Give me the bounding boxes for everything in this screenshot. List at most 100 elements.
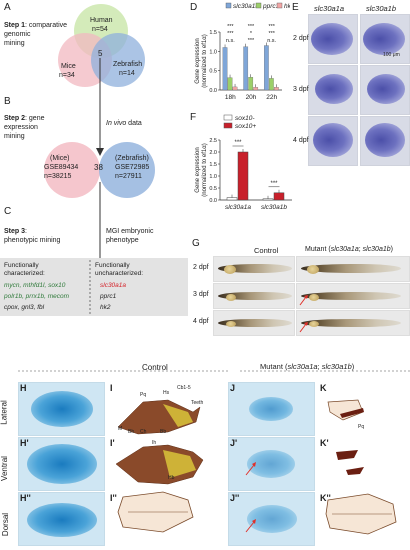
y-tick-label-f: 2.5	[209, 138, 217, 144]
venn-b-zebrafish-label: (Zebrafish)	[115, 155, 149, 162]
bottom-header-lines	[18, 370, 410, 372]
venn-human-n: n=54	[92, 26, 108, 33]
mutant-lateral-pq	[340, 408, 364, 418]
cartilage-label-bh: Bh	[128, 429, 135, 435]
bar-f	[262, 198, 274, 201]
legend-label-f: sox10-	[235, 115, 255, 122]
y-tick-label-f: 0.0	[209, 198, 217, 204]
row-label-lateral: Lateral	[0, 400, 9, 425]
legend-swatch-d	[276, 2, 283, 9]
venn-mice-n: n=34	[59, 72, 75, 79]
gene-list-left-1: mycn, mthfd1l, sox10	[4, 282, 66, 289]
venn-circle-b-mice	[44, 142, 100, 198]
cartilage-diagram-control	[115, 399, 204, 533]
legend-label-d: slc30a1a	[233, 3, 259, 10]
mutant-lateral-bone	[327, 399, 364, 421]
mutant-label-pq: Pq	[358, 424, 365, 430]
cartilage-label-teeth: Teeth	[191, 400, 204, 406]
letter-i-prime: I'	[110, 438, 115, 448]
venn-b-overlap-count: 38	[94, 163, 103, 172]
letter-k-prime: K'	[320, 438, 329, 448]
y-axis-label-d-1: Gene expression	[195, 38, 201, 83]
letter-i-double: I''	[110, 493, 117, 503]
x-tick-label-f: slc30a1b	[261, 204, 287, 211]
cartilage-label-cb: Cb1-5	[177, 385, 191, 391]
bar-d	[253, 87, 259, 91]
significance-d: ***	[268, 31, 275, 37]
significance-d: *	[250, 31, 253, 37]
panel-e-row-4dpf: 4 dpf	[293, 137, 309, 144]
y-axis-label-d-2: (normalized to ef1α)	[202, 34, 208, 88]
step2-text-3: mining	[4, 133, 25, 140]
mutant-arrows	[299, 295, 308, 333]
y-tick-label-d: 0.0	[209, 88, 217, 94]
in-vivo-label: In vivo data	[106, 120, 142, 127]
letter-h-double: H''	[20, 493, 31, 503]
row-label-dorsal: Dorsal	[1, 512, 11, 537]
venn-b-mice-gse: GSE89434	[44, 164, 79, 171]
uncharacterized-heading-1: Functionally	[95, 262, 130, 269]
ish-slc30a1a-4dpf	[308, 116, 358, 166]
alcian-mutant-ventral	[228, 437, 315, 491]
cartilage-diagram-mutant	[325, 399, 397, 535]
mutant-ventral-pq	[336, 450, 358, 460]
alcian-mutant-lateral	[228, 382, 315, 436]
significance-d: ***	[268, 24, 275, 30]
significance-d: n.s.	[226, 38, 235, 44]
letter-j-prime: J'	[230, 438, 238, 448]
larva-control-4dpf	[213, 310, 295, 336]
legend-label-d: pprc1	[262, 3, 280, 10]
step2-text-2: expression	[4, 124, 38, 131]
legend-label-f: sox10+	[235, 123, 256, 130]
uncharacterized-heading-2: uncharacterized:	[95, 270, 144, 277]
venn-zebrafish-n: n=14	[119, 70, 135, 77]
bar-d	[232, 86, 238, 91]
panel-e-col1: slc30a1a	[314, 4, 345, 13]
y-tick-label-d: 1.0	[209, 49, 217, 55]
letter-k-double: K''	[320, 493, 331, 503]
larva-control-2dpf	[213, 256, 295, 282]
cartilage-label-bb: Bb	[160, 429, 167, 435]
venn-b-zebrafish-n: n=27911	[115, 173, 142, 180]
step3-text-2: phenotypic mining	[4, 237, 61, 244]
venn-diagram-b	[44, 142, 155, 198]
legend-swatch-f	[223, 122, 233, 129]
mgi-text-2: phenotype	[106, 237, 139, 244]
panel-letter-a: A	[4, 2, 11, 13]
x-tick-label-f: slc30a1a	[225, 204, 251, 211]
y-tick-label-d: 1.5	[209, 30, 217, 36]
bar-d	[248, 77, 254, 91]
bar-f	[226, 197, 238, 201]
significance-f: ***	[234, 140, 242, 146]
cartilage-label-hb: Hb	[168, 475, 175, 481]
row-label-ventral: Ventral	[0, 456, 9, 481]
cartilage-label-pq: Pq	[140, 392, 147, 398]
letter-j-double: J''	[230, 493, 240, 503]
venn-circle-b-zebrafish	[99, 142, 155, 198]
panel-letter-c: C	[4, 206, 12, 217]
x-tick-label-d: 18h	[225, 94, 236, 101]
significance-d: ***	[248, 38, 255, 44]
significance-d: ***	[227, 31, 234, 37]
letter-h: H	[20, 383, 27, 393]
venn-b-mice-label: (Mice)	[50, 155, 70, 162]
gene-list-right-2: pprc1	[100, 293, 117, 300]
panel-g-row-4dpf: 4 dpf	[193, 318, 209, 325]
alcian-mutant-dorsal	[228, 492, 315, 546]
panel-letter-d: D	[190, 2, 198, 13]
panel-e-col2: slc30a1b	[366, 4, 397, 13]
panel-g-mutant: Mutant (slc30a1a; slc30a1b)	[305, 246, 393, 253]
cartilage-ventral-gills	[163, 450, 196, 478]
bottom-mutant-label: Mutant (slc30a1a; slc30a1b)	[260, 362, 355, 371]
x-tick-label-d: 20h	[246, 94, 257, 101]
gene-list-left-3: cpox, gnl3, fbl	[4, 304, 45, 311]
significance-f: ***	[270, 181, 278, 187]
cartilage-label-ih: Ih	[152, 440, 157, 446]
bar-f	[273, 192, 285, 201]
step1-text-2: genomic	[4, 31, 31, 38]
scale-bar-label: 100 μm	[383, 52, 400, 58]
venn-overlap-count: 5	[98, 49, 103, 58]
legend-label-d: hk2	[284, 3, 290, 10]
y-tick-label-d: 0.5	[209, 69, 217, 75]
